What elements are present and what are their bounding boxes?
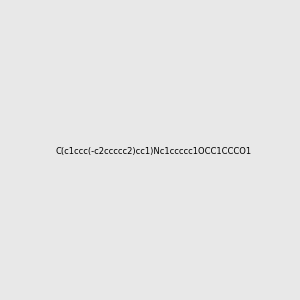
Text: C(c1ccc(-c2ccccc2)cc1)Nc1ccccc1OCC1CCCO1: C(c1ccc(-c2ccccc2)cc1)Nc1ccccc1OCC1CCCO1 <box>56 147 252 156</box>
